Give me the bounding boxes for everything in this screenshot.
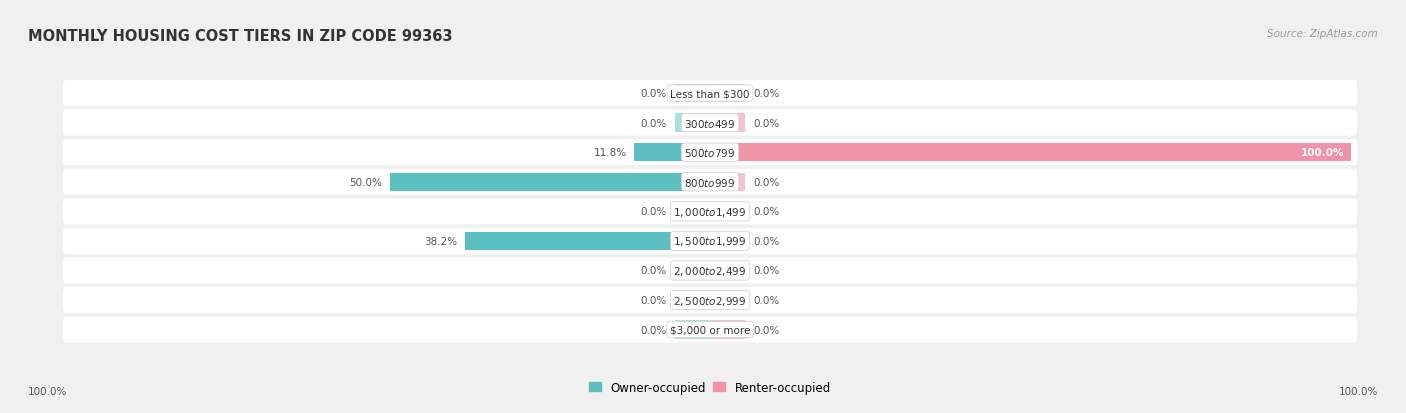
Text: 38.2%: 38.2% xyxy=(425,236,457,246)
Text: 11.8%: 11.8% xyxy=(593,148,627,158)
Bar xyxy=(710,203,745,221)
Text: 0.0%: 0.0% xyxy=(641,207,666,217)
Text: $2,000 to $2,499: $2,000 to $2,499 xyxy=(673,264,747,277)
Bar xyxy=(465,232,710,250)
Text: 0.0%: 0.0% xyxy=(754,266,779,276)
Text: $1,000 to $1,499: $1,000 to $1,499 xyxy=(673,205,747,218)
Text: $300 to $499: $300 to $499 xyxy=(685,117,735,129)
Bar xyxy=(710,173,745,192)
FancyBboxPatch shape xyxy=(63,169,1357,195)
Text: 0.0%: 0.0% xyxy=(641,295,666,305)
Text: 0.0%: 0.0% xyxy=(754,207,779,217)
Text: 0.0%: 0.0% xyxy=(754,236,779,246)
Text: 100.0%: 100.0% xyxy=(1301,148,1344,158)
Bar xyxy=(710,114,745,133)
Bar xyxy=(675,114,710,133)
Bar xyxy=(389,173,710,192)
FancyBboxPatch shape xyxy=(63,317,1357,343)
FancyBboxPatch shape xyxy=(63,81,1357,107)
Text: 0.0%: 0.0% xyxy=(641,325,666,335)
Bar xyxy=(675,320,710,339)
Bar xyxy=(710,85,745,103)
Text: Source: ZipAtlas.com: Source: ZipAtlas.com xyxy=(1267,29,1378,39)
Text: $800 to $999: $800 to $999 xyxy=(685,176,735,188)
Text: 0.0%: 0.0% xyxy=(754,89,779,99)
Bar xyxy=(710,262,745,280)
Text: Less than $300: Less than $300 xyxy=(671,89,749,99)
Text: $500 to $799: $500 to $799 xyxy=(685,147,735,159)
Legend: Owner-occupied, Renter-occupied: Owner-occupied, Renter-occupied xyxy=(589,381,831,394)
Text: 100.0%: 100.0% xyxy=(1339,387,1378,396)
FancyBboxPatch shape xyxy=(63,258,1357,284)
Bar xyxy=(710,232,745,250)
FancyBboxPatch shape xyxy=(63,287,1357,313)
Text: MONTHLY HOUSING COST TIERS IN ZIP CODE 99363: MONTHLY HOUSING COST TIERS IN ZIP CODE 9… xyxy=(28,29,453,44)
Text: 0.0%: 0.0% xyxy=(754,118,779,128)
FancyBboxPatch shape xyxy=(63,199,1357,225)
Bar xyxy=(675,262,710,280)
Text: 100.0%: 100.0% xyxy=(28,387,67,396)
FancyBboxPatch shape xyxy=(63,228,1357,254)
Bar xyxy=(634,144,710,162)
Text: 0.0%: 0.0% xyxy=(754,325,779,335)
Bar xyxy=(675,85,710,103)
Bar xyxy=(710,320,745,339)
Text: 0.0%: 0.0% xyxy=(641,118,666,128)
Bar xyxy=(675,291,710,309)
Bar xyxy=(675,203,710,221)
Text: 0.0%: 0.0% xyxy=(754,295,779,305)
Text: $2,500 to $2,999: $2,500 to $2,999 xyxy=(673,294,747,307)
Text: $3,000 or more: $3,000 or more xyxy=(669,325,751,335)
Text: 50.0%: 50.0% xyxy=(349,177,382,188)
Text: 0.0%: 0.0% xyxy=(641,89,666,99)
FancyBboxPatch shape xyxy=(63,110,1357,136)
Text: 0.0%: 0.0% xyxy=(641,266,666,276)
FancyBboxPatch shape xyxy=(63,140,1357,166)
Bar xyxy=(710,291,745,309)
Text: $1,500 to $1,999: $1,500 to $1,999 xyxy=(673,235,747,248)
Text: 0.0%: 0.0% xyxy=(754,177,779,188)
Bar xyxy=(710,144,1351,162)
